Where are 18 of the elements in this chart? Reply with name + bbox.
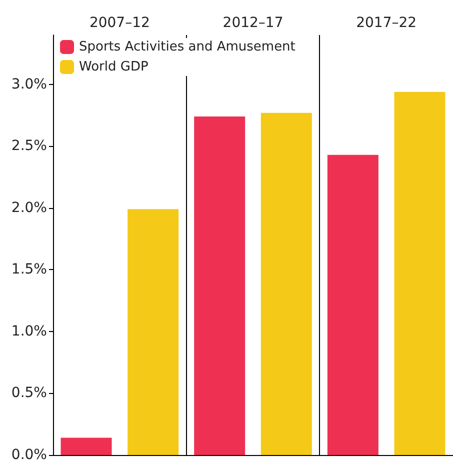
y-tick-label: 2.5% — [11, 138, 47, 154]
legend-label: World GDP — [79, 60, 148, 74]
y-tick-label: 0.0% — [11, 447, 47, 463]
bar — [327, 154, 378, 455]
bar — [194, 116, 246, 455]
y-tick-label: 3.0% — [11, 76, 47, 92]
x-tick-label: 2017–22 — [356, 15, 417, 31]
bar — [128, 209, 179, 455]
y-tick-label: 0.5% — [11, 385, 47, 402]
legend-label: Sports Activities and Amusement — [79, 40, 296, 54]
x-tick-label: 2007–12 — [89, 15, 150, 31]
y-tick-label: 2.0% — [11, 200, 47, 216]
x-tick-label: 2012–17 — [222, 15, 284, 31]
bar — [260, 112, 312, 455]
y-tick-label: 1.0% — [11, 323, 47, 340]
bar — [394, 92, 446, 455]
y-tick-label: 1.5% — [11, 262, 47, 278]
bar — [60, 438, 112, 455]
